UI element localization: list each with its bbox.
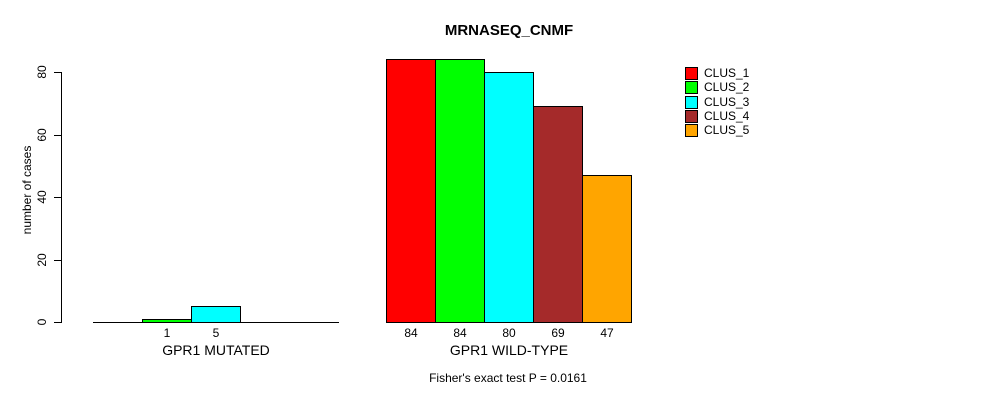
bar-clus_5-group1: [582, 175, 632, 323]
legend-label-clus_2: CLUS_2: [704, 80, 750, 94]
y-tick-label: 0: [35, 318, 49, 326]
bar-value-label: 69: [551, 326, 565, 340]
y-tick-label: 20: [35, 253, 49, 267]
bar-value-label: 47: [600, 326, 614, 340]
y-axis-tick: [54, 197, 61, 198]
bar-clus_3-group1: [484, 72, 534, 323]
legend-swatch-clus_1: [685, 67, 698, 80]
legend-label-clus_4: CLUS_4: [704, 109, 750, 123]
bar-clus_2-group0: [142, 319, 192, 323]
x-group-label-mutated: GPR1 MUTATED: [162, 342, 270, 358]
y-tick-label: 60: [35, 128, 49, 142]
y-tick-label: 80: [35, 65, 49, 79]
y-axis-tick: [54, 72, 61, 73]
legend-swatch-clus_3: [685, 96, 698, 109]
bar-clus_1-group1: [386, 59, 436, 323]
legend-label-clus_5: CLUS_5: [704, 123, 750, 137]
y-axis-label: number of cases: [20, 145, 34, 235]
y-axis-tick: [54, 322, 61, 323]
fisher-test-annotation: Fisher's exact test P = 0.0161: [429, 371, 587, 385]
y-axis-line: [61, 72, 62, 323]
chart-title: MRNASEQ_CNMF: [444, 22, 574, 39]
legend-label-clus_1: CLUS_1: [704, 66, 750, 80]
legend-swatch-clus_5: [685, 124, 698, 137]
bar-value-label: 84: [453, 326, 467, 340]
x-group-label-wild-type: GPR1 WILD-TYPE: [449, 342, 569, 358]
y-tick-label: 40: [35, 190, 49, 204]
legend-label-clus_3: CLUS_3: [704, 95, 750, 109]
bar-clus_3-group0: [191, 306, 241, 323]
bar-clus_4-group1: [533, 106, 583, 323]
bar-value-label: 80: [502, 326, 516, 340]
bar-value-label: 84: [404, 326, 418, 340]
bar-value-label: 5: [212, 326, 220, 340]
legend-swatch-clus_4: [685, 110, 698, 123]
y-axis-tick: [54, 260, 61, 261]
bar-clus_2-group1: [435, 59, 485, 323]
y-axis-tick: [54, 135, 61, 136]
legend-swatch-clus_2: [685, 81, 698, 94]
bar-value-label: 1: [163, 326, 171, 340]
